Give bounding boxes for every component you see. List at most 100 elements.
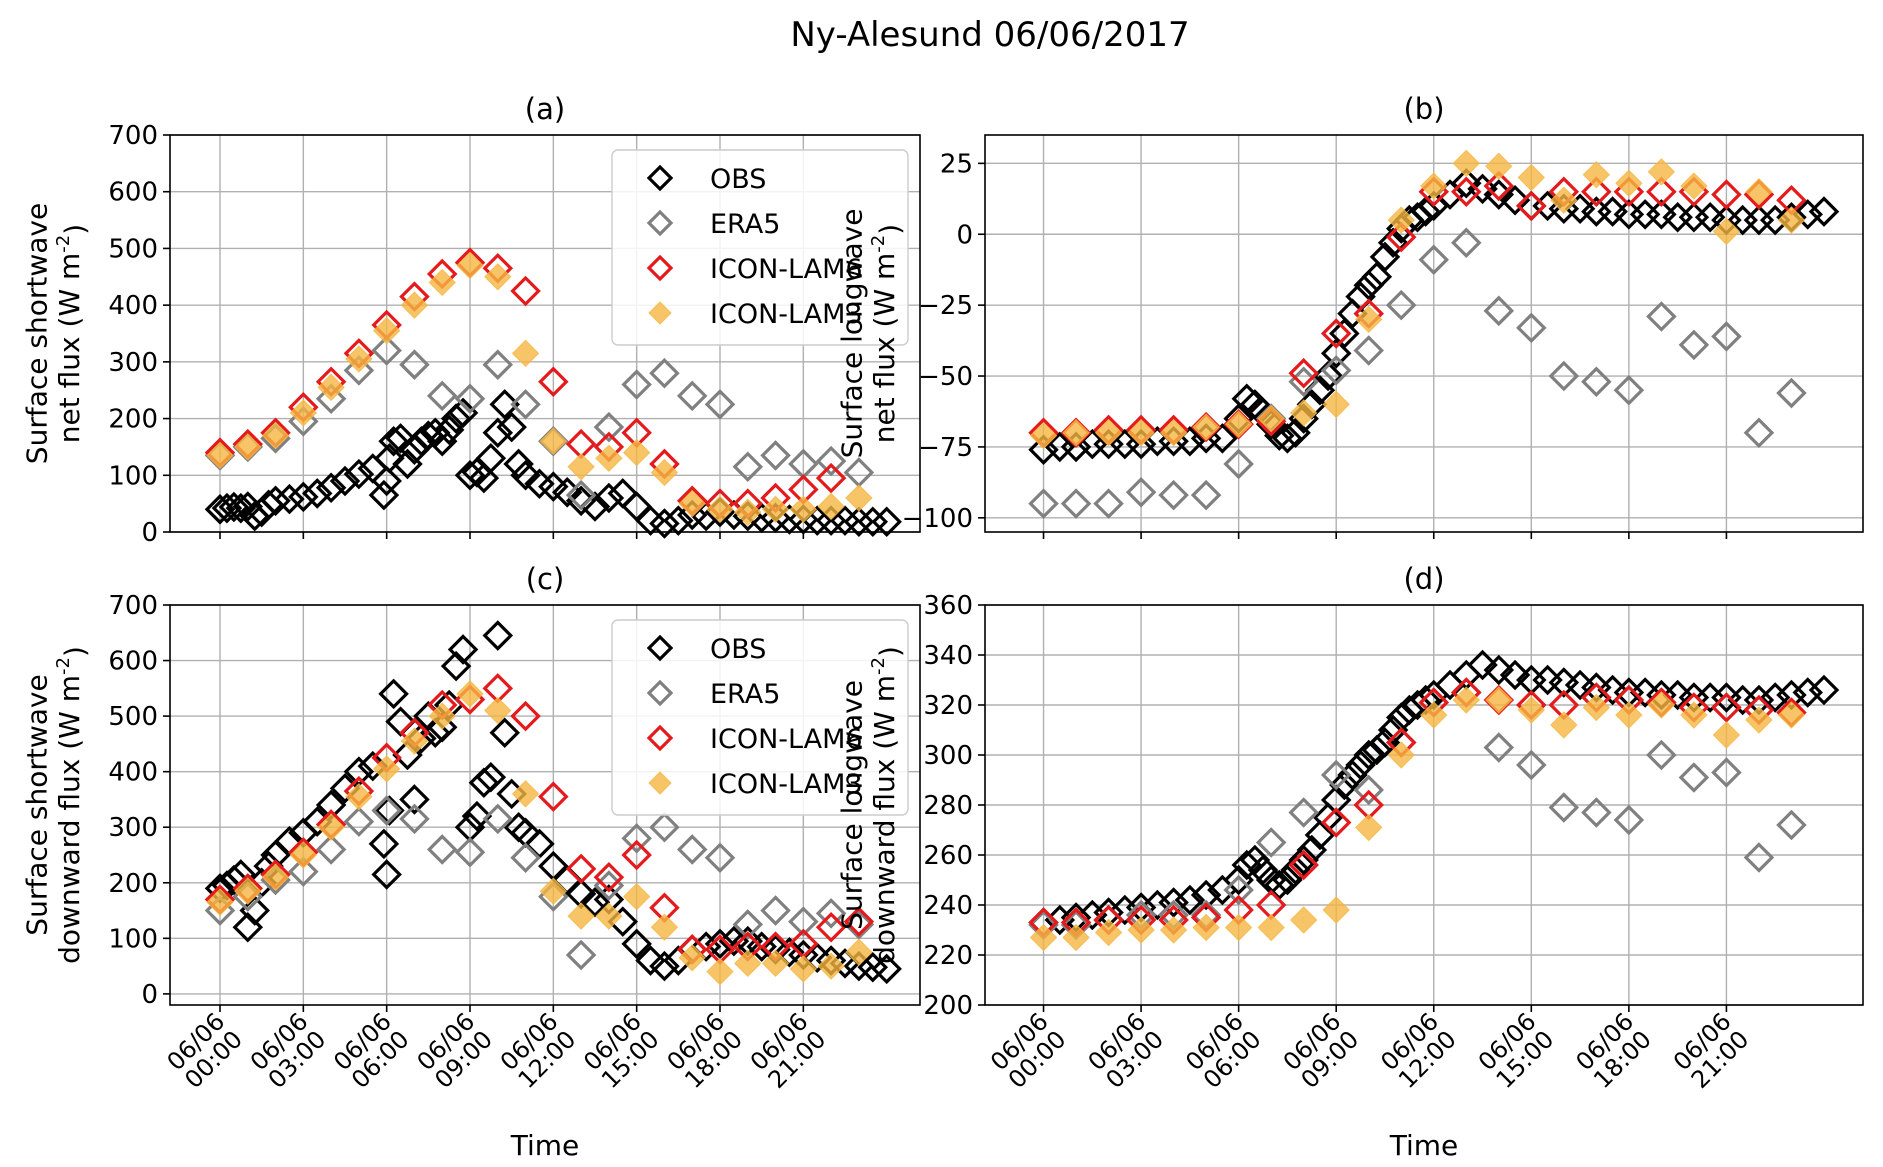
data-point-icon-lam3 xyxy=(1062,419,1090,447)
data-point-obs xyxy=(1109,894,1141,926)
y-tick-label: 300 xyxy=(108,348,158,378)
x-tick-label: 06/0609:00 xyxy=(412,1007,499,1094)
data-point-obs xyxy=(1694,682,1726,713)
data-point-era5 xyxy=(1646,739,1677,771)
data-point-obs xyxy=(704,928,736,960)
data-point-icon-lam3 xyxy=(1777,701,1806,729)
data-point-icon-lam3 xyxy=(1452,686,1480,714)
legend-label: ICON-LAM6 xyxy=(710,724,863,755)
data-point-obs xyxy=(1808,674,1840,706)
data-point-obs xyxy=(663,505,694,536)
x-tick-label: 06/0606:00 xyxy=(328,1007,415,1094)
data-point-icon-lam3 xyxy=(1550,711,1578,739)
data-point-obs xyxy=(218,864,250,896)
data-point-icon-lam3 xyxy=(1192,413,1220,441)
data-point-obs xyxy=(1451,167,1482,199)
data-point-obs xyxy=(371,859,402,890)
y-tick-label: 300 xyxy=(108,813,158,843)
legend-box xyxy=(611,619,909,816)
data-point-era5 xyxy=(315,834,347,865)
y-tick-label: 200 xyxy=(108,405,158,435)
data-point-era5 xyxy=(1320,355,1352,386)
data-point-icon-lam3 xyxy=(1452,149,1480,178)
data-point-icon-lam3 xyxy=(650,913,679,941)
data-point-icon-lam6 xyxy=(843,906,875,937)
data-point-icon-lam3 xyxy=(539,877,568,905)
data-point-icon-lam3 xyxy=(511,780,540,808)
data-point-obs xyxy=(1077,899,1108,931)
data-point-icon-lam3 xyxy=(1647,691,1676,719)
y-tick-label: 340 xyxy=(923,641,973,671)
data-point-obs xyxy=(218,491,250,523)
data-point-era5 xyxy=(593,411,625,443)
plot-frame xyxy=(169,604,921,1006)
data-point-obs xyxy=(1467,649,1498,681)
data-point-obs xyxy=(315,472,347,504)
data-point-icon-lam3 xyxy=(345,345,373,373)
data-point-icon-lam3 xyxy=(1485,686,1513,714)
data-point-era5 xyxy=(676,380,708,412)
y-axis-label: Surface shortwavenet flux (W m-2) xyxy=(21,203,92,464)
y-axis-label-line2: downward flux (W m xyxy=(868,675,901,964)
y-axis-label: Surface shortwavedownward flux (W m-2) xyxy=(21,646,92,964)
data-point-icon-lam3 xyxy=(289,841,318,869)
y-tick-label: 220 xyxy=(923,941,973,971)
data-point-icon-lam3 xyxy=(1615,701,1643,729)
data-point-icon-lam3 xyxy=(1387,206,1415,234)
legend-marker xyxy=(646,679,674,707)
data-point-icon-lam3 xyxy=(1420,172,1448,200)
data-point-icon-lam6 xyxy=(538,781,569,812)
data-point-era5 xyxy=(760,895,791,926)
data-point-icon-lam3 xyxy=(1680,172,1708,200)
data-point-obs xyxy=(378,678,409,710)
y-tick-label: 700 xyxy=(108,591,158,621)
data-point-obs xyxy=(1792,199,1823,230)
y-axis-label-line1: Surface shortwave xyxy=(21,674,54,935)
legend-marker xyxy=(646,209,674,237)
data-point-obs xyxy=(1288,844,1319,876)
legend: OBS ERA5 ICON-LAM6 ICON-LAM3 xyxy=(611,619,909,816)
data-point-era5 xyxy=(1548,792,1580,823)
data-point-obs xyxy=(1158,887,1189,918)
data-point-era5 xyxy=(371,795,402,826)
y-tick-label: 260 xyxy=(923,841,973,871)
data-point-icon-lam3 xyxy=(1094,419,1123,447)
data-point-icon-lam3 xyxy=(1159,916,1188,944)
data-point-obs xyxy=(1272,423,1303,454)
data-point-era5 xyxy=(1353,774,1384,806)
data-point-icon-lam3 xyxy=(1712,217,1741,246)
data-point-obs xyxy=(1231,849,1263,881)
legend-marker xyxy=(646,254,674,282)
data-point-era5 xyxy=(1678,762,1710,793)
data-point-obs xyxy=(1174,884,1206,916)
y-tick-label: 200 xyxy=(108,869,158,899)
y-axis-label-superscript: -2 xyxy=(868,235,889,253)
data-point-era5 xyxy=(1743,417,1775,449)
data-point-icon-lam3 xyxy=(428,702,456,730)
data-point-obs xyxy=(1377,714,1409,746)
y-tick-label: −25 xyxy=(918,291,973,321)
data-point-obs xyxy=(329,465,361,497)
data-point-icon-lam3 xyxy=(734,949,762,978)
data-point-obs xyxy=(829,505,861,536)
data-point-icon-lam3 xyxy=(400,291,429,319)
x-tick-label: 06/0612:00 xyxy=(1375,1007,1462,1094)
data-point-obs xyxy=(426,425,458,457)
data-point-icon-lam3 xyxy=(1224,410,1253,438)
data-point-icon-lam3 xyxy=(484,696,512,725)
data-point-icon-lam3 xyxy=(400,727,429,755)
y-axis-label-superscript: -2 xyxy=(868,657,889,675)
data-point-icon-lam3 xyxy=(1127,916,1155,944)
data-point-icon-lam3 xyxy=(289,399,318,427)
panel-title: (d) xyxy=(1403,562,1444,596)
data-point-obs xyxy=(274,483,305,515)
data-point-era5 xyxy=(732,909,764,940)
x-tick-label: 06/0615:00 xyxy=(1473,1007,1560,1094)
data-point-obs xyxy=(1377,227,1409,259)
data-point-obs xyxy=(1410,196,1441,227)
data-point-icon-lam3 xyxy=(1355,813,1383,842)
data-point-icon-lam3 xyxy=(817,492,845,521)
data-point-era5 xyxy=(788,906,819,937)
data-point-icon-lam6 xyxy=(1516,190,1547,222)
